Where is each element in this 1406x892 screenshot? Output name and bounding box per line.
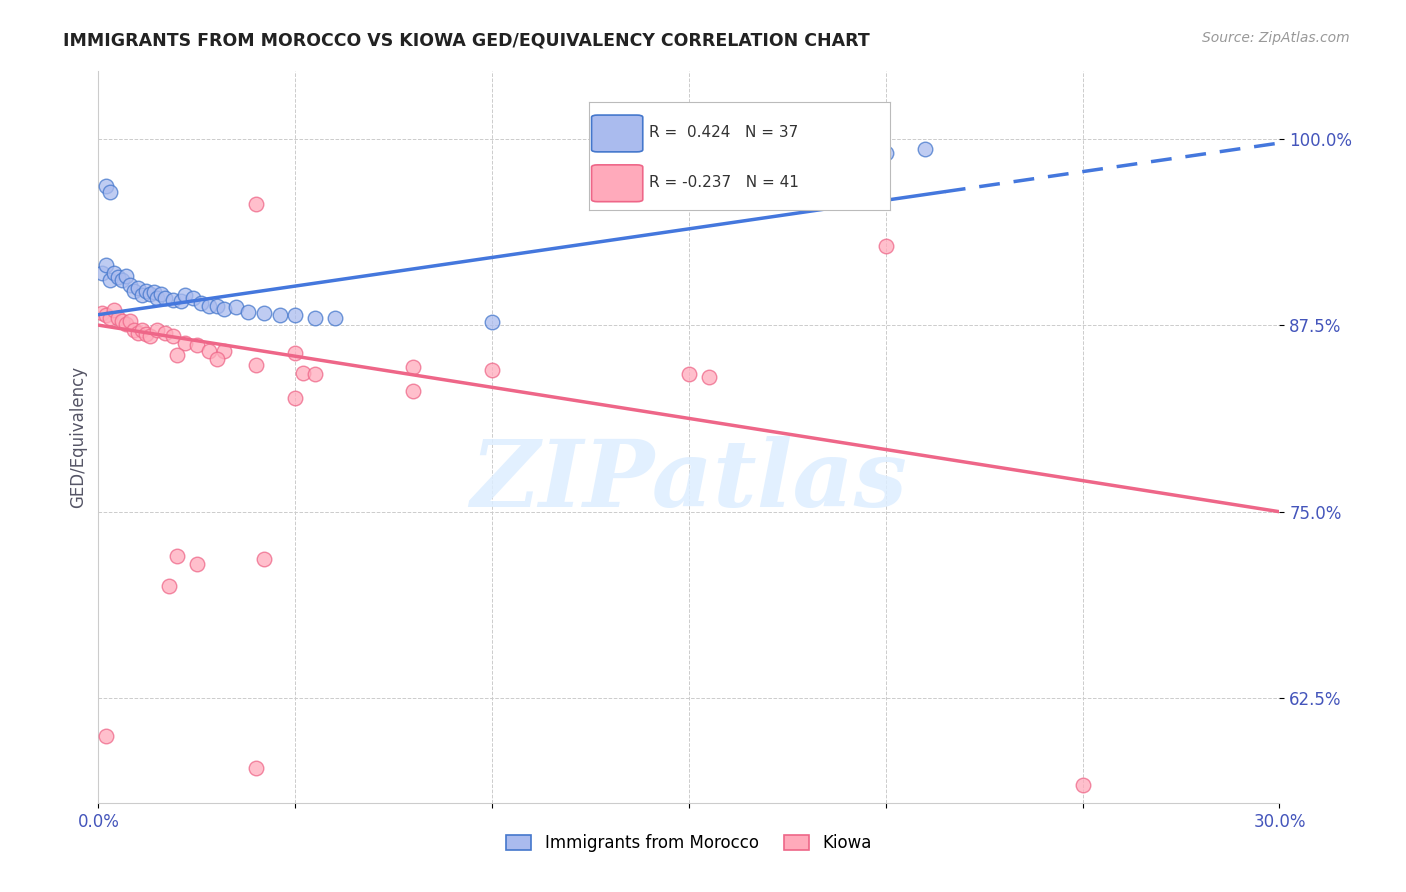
Point <box>205 299 228 313</box>
Point <box>190 295 212 310</box>
Point <box>103 266 125 280</box>
Legend: Immigrants from Morocco, Kiowa: Immigrants from Morocco, Kiowa <box>498 826 880 860</box>
Point <box>1071 778 1094 792</box>
Point <box>146 323 169 337</box>
Point <box>155 326 177 340</box>
Point <box>155 291 177 305</box>
Point <box>304 310 326 325</box>
Point <box>115 317 138 331</box>
Point <box>96 179 118 194</box>
Point <box>166 348 188 362</box>
Point <box>284 391 307 405</box>
Point <box>150 286 173 301</box>
Point <box>245 359 267 373</box>
Point <box>481 363 503 377</box>
Point <box>245 762 267 776</box>
Point <box>284 346 307 360</box>
Point <box>481 315 503 329</box>
Point <box>197 299 219 313</box>
Point <box>402 359 425 374</box>
Point <box>138 286 160 301</box>
Point <box>402 384 425 398</box>
Point <box>111 273 134 287</box>
Point <box>181 291 204 305</box>
Point <box>131 323 153 337</box>
Point <box>214 301 236 316</box>
Point <box>236 304 259 318</box>
Point <box>138 328 160 343</box>
Point <box>142 285 165 300</box>
Point <box>875 146 897 161</box>
Point <box>292 366 315 380</box>
Point <box>197 343 219 358</box>
Text: IMMIGRANTS FROM MOROCCO VS KIOWA GED/EQUIVALENCY CORRELATION CHART: IMMIGRANTS FROM MOROCCO VS KIOWA GED/EQU… <box>63 31 870 49</box>
Point <box>91 306 114 320</box>
Point <box>245 197 267 211</box>
Point <box>174 336 197 351</box>
Point <box>186 557 208 571</box>
Point <box>107 310 129 325</box>
Point <box>96 259 118 273</box>
Point <box>122 323 145 337</box>
Point <box>96 729 118 743</box>
Point <box>98 186 121 200</box>
Y-axis label: GED/Equivalency: GED/Equivalency <box>69 366 87 508</box>
Point <box>323 310 346 325</box>
Point <box>914 142 936 156</box>
Point <box>107 270 129 285</box>
Text: ZIPatlas: ZIPatlas <box>471 436 907 526</box>
Point <box>146 291 169 305</box>
Point <box>284 308 307 322</box>
Point <box>253 552 276 566</box>
Point <box>253 306 276 320</box>
Point <box>118 277 141 292</box>
Point <box>225 300 247 314</box>
Point <box>166 549 188 564</box>
Point <box>127 326 149 340</box>
Point <box>98 310 121 325</box>
Point <box>678 368 700 382</box>
Point <box>162 328 184 343</box>
Point <box>875 239 897 253</box>
Point <box>118 313 141 327</box>
Point <box>91 266 114 280</box>
Point <box>697 370 720 384</box>
Point <box>135 327 157 342</box>
Point <box>186 337 208 351</box>
Point <box>115 268 138 283</box>
Point <box>304 368 326 382</box>
Point <box>135 284 157 298</box>
Point <box>122 284 145 298</box>
Point <box>205 352 228 367</box>
Text: Source: ZipAtlas.com: Source: ZipAtlas.com <box>1202 31 1350 45</box>
Point <box>269 308 291 322</box>
Point <box>157 579 180 593</box>
Point <box>103 303 125 318</box>
Point <box>127 281 149 295</box>
Point <box>174 288 197 302</box>
Point <box>96 308 118 322</box>
Point <box>162 293 184 307</box>
Point <box>111 313 134 327</box>
Point <box>214 343 236 358</box>
Point <box>98 273 121 287</box>
Point <box>170 294 193 309</box>
Point <box>131 288 153 302</box>
